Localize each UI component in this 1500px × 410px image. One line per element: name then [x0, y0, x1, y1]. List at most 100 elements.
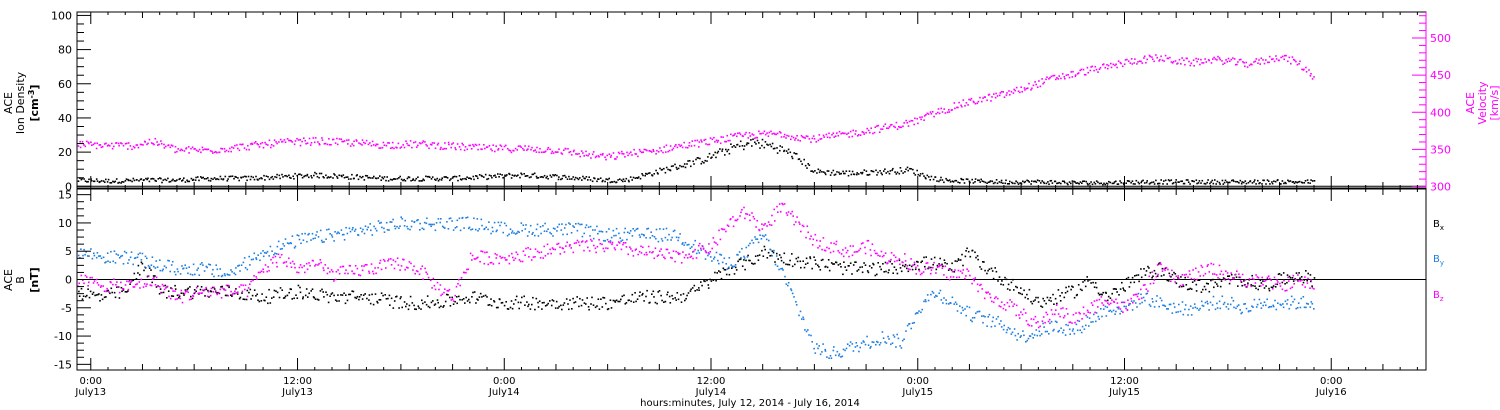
data-point: [314, 171, 316, 174]
data-point: [322, 267, 325, 269]
data-point: [200, 176, 202, 178]
data-point: [1008, 305, 1011, 308]
data-point: [477, 256, 479, 259]
data-point: [1200, 264, 1203, 267]
data-point: [360, 176, 363, 179]
data-point: [825, 265, 827, 268]
data-point: [844, 349, 846, 352]
data-point: [845, 269, 848, 271]
data-point: [652, 290, 655, 293]
data-point: [1112, 309, 1115, 312]
data-point: [1262, 283, 1264, 286]
data-point: [726, 268, 729, 270]
data-point: [893, 266, 896, 268]
data-point: [975, 312, 977, 315]
data-point: [144, 255, 147, 258]
data-point: [1226, 181, 1228, 183]
data-point: [1084, 285, 1087, 288]
data-point: [952, 276, 955, 278]
data-point: [908, 323, 911, 325]
data-point: [237, 177, 239, 179]
data-point: [742, 135, 744, 137]
x-tick-date-label: July15: [901, 387, 933, 398]
data-point: [638, 148, 641, 151]
data-point: [1055, 304, 1058, 306]
data-point: [686, 244, 688, 246]
data-point: [1041, 306, 1044, 308]
data-point: [889, 260, 891, 263]
data-point: [268, 288, 270, 291]
data-point: [1164, 179, 1167, 182]
data-point: [890, 258, 892, 261]
data-point: [888, 172, 891, 175]
data-point: [449, 296, 451, 299]
data-point: [290, 242, 292, 245]
data-point: [155, 286, 158, 288]
data-point: [1265, 304, 1267, 307]
data-point: [588, 153, 590, 155]
data-point: [1153, 60, 1155, 63]
data-point: [813, 138, 816, 140]
data-point: [815, 141, 818, 143]
data-point: [79, 146, 82, 149]
data-point: [867, 174, 869, 176]
data-point: [221, 287, 224, 289]
data-point: [336, 143, 339, 146]
data-point: [143, 269, 145, 272]
data-point: [1083, 180, 1086, 182]
data-point: [814, 352, 817, 354]
data-point: [961, 253, 963, 256]
data-point: [490, 175, 492, 177]
data-point: [851, 254, 854, 257]
data-point: [643, 148, 646, 151]
data-point: [823, 136, 825, 138]
data-point: [286, 242, 289, 244]
data-point: [192, 295, 195, 297]
data-point: [218, 151, 221, 154]
data-point: [911, 322, 914, 324]
data-point: [315, 263, 317, 266]
data-point: [539, 257, 542, 259]
data-point: [452, 176, 455, 178]
data-point: [462, 178, 464, 180]
data-point: [695, 252, 698, 255]
data-point: [675, 166, 678, 169]
data-point: [431, 223, 434, 226]
data-point: [770, 224, 773, 226]
data-point: [916, 264, 919, 267]
data-point: [802, 136, 805, 139]
data-point: [1052, 329, 1054, 332]
data-point: [1247, 282, 1249, 284]
data-point: [979, 181, 981, 183]
data-point: [1014, 89, 1017, 92]
data-point: [641, 173, 643, 175]
data-point: [86, 255, 89, 257]
data-point: [270, 258, 272, 261]
data-point: [845, 170, 848, 172]
data-point: [336, 175, 338, 178]
data-point: [224, 294, 227, 297]
data-point: [1108, 180, 1110, 183]
data-point: [1142, 296, 1145, 299]
data-point: [1170, 276, 1172, 278]
data-point: [584, 177, 586, 180]
data-point: [514, 174, 516, 177]
data-point: [331, 236, 334, 238]
data-point: [1119, 61, 1122, 64]
data-point: [602, 179, 604, 182]
data-point: [275, 176, 278, 179]
data-point: [796, 216, 798, 218]
data-point: [1198, 180, 1201, 182]
data-point: [1019, 91, 1021, 94]
data-point: [398, 307, 400, 309]
data-point: [383, 144, 386, 146]
data-point: [1219, 183, 1221, 185]
data-point: [977, 258, 979, 261]
data-point: [343, 292, 345, 294]
data-point: [1034, 299, 1036, 301]
data-point: [929, 111, 932, 113]
data-point: [825, 133, 828, 136]
data-point: [1211, 278, 1214, 281]
data-point: [722, 267, 725, 270]
data-point: [822, 237, 825, 239]
